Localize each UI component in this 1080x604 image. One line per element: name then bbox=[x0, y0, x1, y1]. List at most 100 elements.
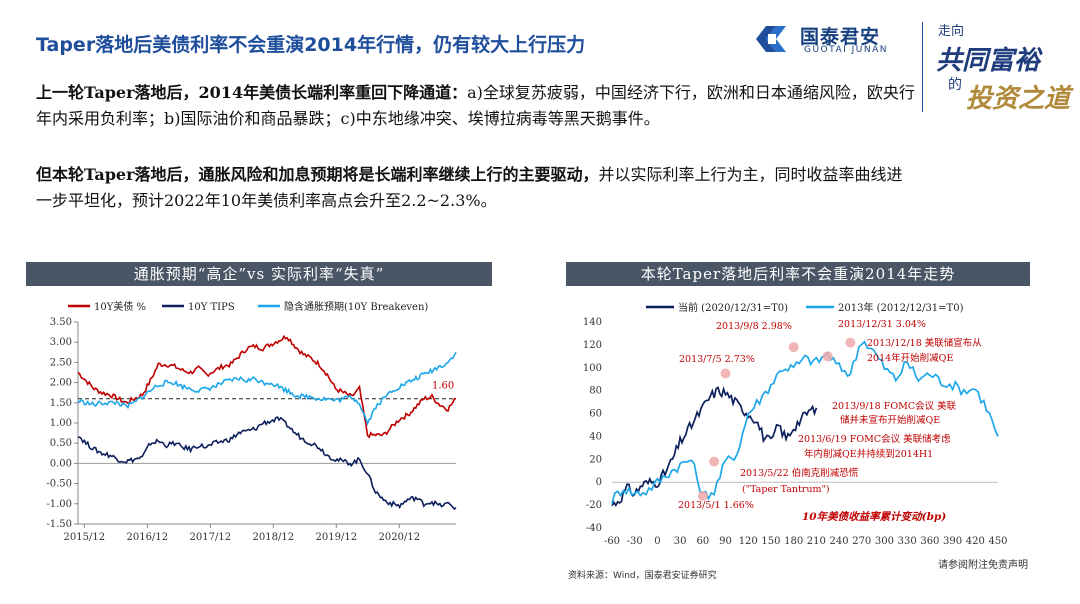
event-annotation: 2013/7/5 2.73% bbox=[679, 354, 755, 365]
x-tick-label: 330 bbox=[898, 536, 917, 547]
guotai-junan-logo-icon bbox=[756, 26, 786, 52]
x-tick-label: 360 bbox=[920, 536, 939, 547]
y-tick-label: 120 bbox=[583, 340, 602, 351]
x-tick-label: 2018/12 bbox=[253, 532, 295, 543]
event-marker bbox=[845, 337, 856, 348]
x-tick-label: 2017/12 bbox=[190, 532, 232, 543]
y-tick-label: -40 bbox=[586, 523, 602, 534]
x-tick-label: 0 bbox=[654, 536, 660, 547]
event-annotation: 2013/5/22 伯南克削减恐慌 bbox=[740, 467, 859, 479]
y-tick-label: 2.50 bbox=[50, 357, 72, 368]
slogan-line-4: 投资之道 bbox=[966, 84, 1071, 114]
event-annotation: 2014年开始削减QE bbox=[867, 352, 953, 364]
y-tick-label: 1.50 bbox=[50, 398, 72, 409]
x-tick-label: 2016/12 bbox=[127, 532, 169, 543]
x-tick-label: 450 bbox=[988, 536, 1007, 547]
event-annotation: 2013/9/18 FOMC会议 美联 bbox=[832, 400, 957, 412]
legend-label: 2013年 (2012/12/31=T0) bbox=[838, 301, 964, 314]
event-marker bbox=[720, 368, 731, 379]
inflation-vs-real-rate-chart: 10Y美债 % 10Y TIPS 隐含通胀预期(10Y Breakeven) 3.5… bbox=[46, 300, 457, 543]
event-annotation: 2013/6/19 FOMC会议 美联储考虑 bbox=[798, 433, 951, 445]
series-line bbox=[77, 416, 457, 510]
brand-name-en: GUOTAI JUNAN bbox=[804, 45, 888, 55]
x-tick-label: 300 bbox=[875, 536, 894, 547]
x-tick-label: 180 bbox=[784, 536, 803, 547]
paragraph-lead: 上一轮Taper落地后，2014年美债长端利率重回下降通道： bbox=[36, 83, 468, 102]
x-tick-label: 2015/12 bbox=[64, 532, 106, 543]
series-line bbox=[77, 334, 456, 439]
x-tick-label: 90 bbox=[719, 536, 732, 547]
series-line bbox=[611, 340, 999, 504]
chart-labels: 140 120 100 80 60 40 20 0 -20 -40-60 -30 0 30 60 90 120… bbox=[583, 317, 1008, 547]
event-marker bbox=[709, 456, 720, 467]
y-tick-label: 1.00 bbox=[50, 418, 72, 429]
y-tick-label: -0.50 bbox=[46, 479, 72, 490]
x-tick-label: 270 bbox=[852, 536, 871, 547]
page-title: Taper落地后美债利率不会重演2014年行情，仍有较大上行压力 bbox=[36, 34, 586, 56]
series-line bbox=[77, 351, 457, 426]
event-marker bbox=[822, 351, 833, 362]
series-line bbox=[611, 385, 818, 507]
legend-label: 隐含通胀预期(10Y Breakeven) bbox=[284, 300, 428, 313]
y-tick-label: 140 bbox=[583, 317, 602, 328]
chart-axis-label: 10年美债收益率累计变动(bp) bbox=[802, 510, 946, 523]
event-annotation: 储并未宣布开始削减QE bbox=[840, 414, 940, 426]
paragraph-body: a)全球复苏疲弱，中国经济下行，欧洲和日本通缩风险，欧央行年内采用负利率；b)国… bbox=[36, 83, 915, 128]
y-tick-label: 0.50 bbox=[50, 438, 72, 449]
data-source: 资料来源：Wind，国泰君安证券研究 bbox=[568, 571, 717, 581]
slogan-line-2: 共同富裕 bbox=[936, 46, 1041, 76]
y-tick-label: -20 bbox=[586, 500, 602, 511]
x-tick-label: 420 bbox=[966, 536, 985, 547]
x-tick-label: -60 bbox=[604, 536, 620, 547]
y-tick-label: 2.00 bbox=[50, 378, 72, 389]
x-tick-label: 60 bbox=[696, 536, 709, 547]
x-tick-label: -30 bbox=[627, 536, 643, 547]
taper-comparison-chart: 当前 (2020/12/31=T0) 2013年 (2012/12/31=T0) … bbox=[583, 301, 1008, 547]
chart-series bbox=[611, 337, 999, 507]
x-tick-label: 150 bbox=[761, 536, 780, 547]
event-annotation: 2013/12/31 3.04% bbox=[838, 319, 926, 330]
chart-series bbox=[77, 334, 457, 510]
chart-axes bbox=[74, 321, 456, 528]
x-tick-label: 120 bbox=[739, 536, 758, 547]
event-annotation: ("Taper Tantrum") bbox=[742, 484, 830, 495]
legend-label: 当前 (2020/12/31=T0) bbox=[678, 301, 788, 314]
y-tick-label: -1.00 bbox=[46, 499, 72, 510]
event-annotation: 2013/9/8 2.98% bbox=[716, 321, 792, 332]
slogan-line-3: 的 bbox=[948, 77, 962, 93]
brand-name-cn: 国泰君安 bbox=[800, 26, 881, 48]
y-tick-label: 0.00 bbox=[50, 458, 72, 469]
chart-legend: 当前 (2020/12/31=T0) 2013年 (2012/12/31=T0) bbox=[646, 301, 964, 314]
slogan-line-1: 走向 bbox=[938, 24, 965, 39]
brand-slogan: 走向 共同富裕 的 投资之道 bbox=[932, 18, 1071, 114]
x-tick-label: 210 bbox=[807, 536, 826, 547]
logo-divider bbox=[922, 22, 923, 112]
y-tick-label: 20 bbox=[589, 454, 602, 465]
event-annotation: 2013/12/18 美联储宣布从 bbox=[867, 337, 982, 349]
event-annotation: 2013/5/1 1.66% bbox=[678, 500, 754, 511]
chart-legend: 10Y美债 % 10Y TIPS 隐含通胀预期(10Y Breakeven) bbox=[68, 300, 428, 313]
y-tick-label: 40 bbox=[589, 431, 602, 442]
y-tick-label: 3.50 bbox=[50, 317, 72, 328]
y-tick-label: 100 bbox=[583, 363, 602, 374]
legend-label: 10Y TIPS bbox=[188, 302, 235, 313]
x-tick-label: 240 bbox=[830, 536, 849, 547]
x-tick-label: 2020/12 bbox=[379, 532, 421, 543]
y-tick-label: 0 bbox=[596, 477, 602, 488]
paragraph-2014-context: 上一轮Taper落地后，2014年美债长端利率重回下降通道：a)全球复苏疲弱，中… bbox=[36, 80, 916, 132]
event-marker bbox=[788, 342, 799, 353]
left-chart-header: 通胀预期“高企”vs 实际利率“失真” bbox=[26, 262, 492, 286]
paragraph-current-outlook: 但本轮Taper落地后，通胀风险和加息预期将是长端利率继续上行的主要驱动，并以实… bbox=[36, 162, 916, 214]
y-tick-label: 80 bbox=[589, 386, 602, 397]
paragraph-body: 并以实际利率上行为主，同时收益率曲线进一步平坦化，预计2022年10年美债利率高… bbox=[36, 165, 903, 210]
x-tick-label: 390 bbox=[943, 536, 962, 547]
event-marker bbox=[697, 490, 708, 501]
x-tick-label: 2019/12 bbox=[316, 532, 358, 543]
chart-labels: 3.50 3.00 2.50 2.00 1.50 1.00 0.50 0.00 -0.50 -1.… bbox=[46, 317, 454, 543]
y-tick-label: 60 bbox=[589, 409, 602, 420]
event-annotation: 年内削减QE并持续到2014H1 bbox=[804, 448, 933, 460]
legend-label: 10Y美债 % bbox=[94, 300, 146, 313]
x-tick-label: 30 bbox=[674, 536, 687, 547]
annotation-label: 1.60 bbox=[432, 381, 454, 392]
right-chart-header: 本轮Taper落地后利率不会重演2014年走势 bbox=[566, 262, 1030, 286]
